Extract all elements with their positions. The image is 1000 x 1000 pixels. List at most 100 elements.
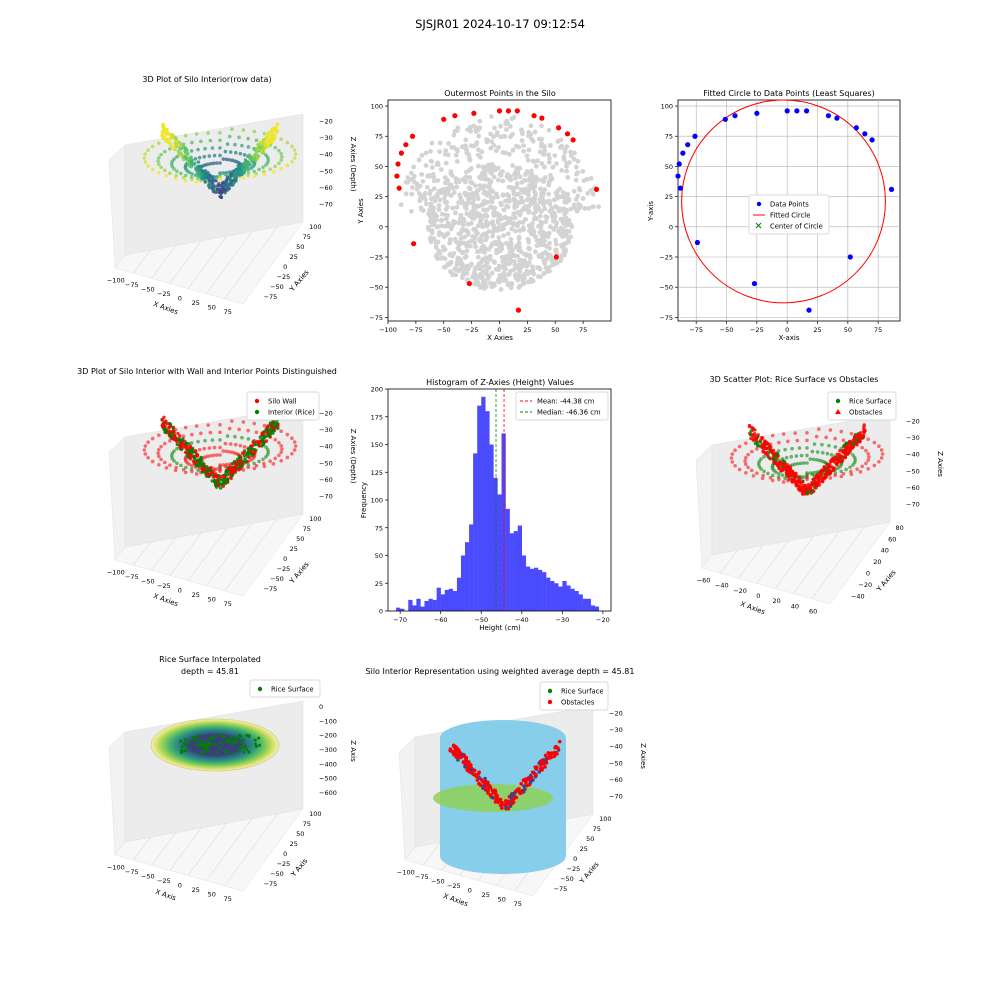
left-pane — [695, 444, 713, 569]
data-point — [558, 207, 564, 213]
data-point — [488, 145, 494, 151]
floor-gridline — [169, 827, 202, 871]
data-point — [475, 282, 480, 287]
surface-point — [179, 171, 183, 176]
data-point — [511, 115, 517, 120]
z-tick-label: −30 — [906, 434, 920, 442]
x-tick-label: 50 — [208, 595, 216, 603]
surface-point — [212, 445, 217, 450]
core-point — [174, 438, 179, 443]
data-point — [500, 259, 506, 265]
core-point — [187, 164, 192, 168]
data-point — [461, 144, 467, 150]
data-point — [488, 204, 494, 210]
core-point — [272, 137, 276, 142]
z-tick-label: −30 — [609, 726, 623, 734]
surface-point — [218, 177, 222, 181]
data-point — [427, 191, 433, 197]
core-point — [211, 189, 216, 194]
data-point — [464, 271, 470, 276]
y-tick-label: −75 — [264, 585, 278, 593]
data-point — [462, 234, 468, 240]
data-point — [424, 184, 430, 190]
data-point — [495, 165, 501, 171]
data-point — [547, 240, 552, 246]
data-point — [501, 207, 507, 213]
surface-point — [175, 461, 179, 466]
data-point — [534, 243, 540, 249]
obstacle-point — [503, 802, 508, 807]
surface-point — [271, 462, 276, 466]
y-tick-label: 60 — [888, 535, 896, 543]
data-point — [417, 183, 423, 189]
y-tick-label: −50 — [369, 284, 383, 292]
data-point — [582, 205, 588, 211]
surface-point — [150, 436, 155, 441]
data-point — [539, 190, 545, 196]
rice-point — [208, 741, 212, 745]
surface-point — [197, 447, 202, 452]
core-point — [197, 170, 201, 175]
data-point — [562, 191, 567, 197]
rice-point — [196, 734, 200, 738]
surface-point — [142, 156, 147, 160]
obstacle-point — [530, 770, 535, 775]
surface-point — [212, 153, 217, 158]
data-point — [522, 275, 527, 281]
y-tick-label: −25 — [369, 253, 383, 261]
histogram-bar — [444, 589, 450, 611]
data-point — [519, 138, 525, 144]
core-point — [221, 480, 226, 485]
core-point — [219, 195, 224, 200]
y-axis-label: Y Axies — [875, 568, 898, 594]
data-point — [596, 204, 601, 210]
data-point — [420, 207, 426, 213]
surface-point — [168, 171, 172, 175]
floor-gridline — [151, 245, 177, 279]
outer-point — [398, 150, 404, 156]
surface-point — [246, 136, 250, 141]
core-point — [275, 122, 280, 126]
data-point — [515, 253, 520, 259]
surface-point — [227, 134, 232, 139]
data-point — [442, 175, 448, 180]
core-point — [816, 479, 820, 483]
x-tick-label: −25 — [447, 882, 461, 890]
core-point — [799, 488, 803, 492]
data-point — [533, 234, 539, 240]
surface-point — [233, 434, 237, 439]
data-point — [454, 159, 460, 164]
obstacle-point — [456, 758, 460, 762]
surface-point — [805, 446, 809, 450]
core-point — [825, 462, 830, 467]
outer-point — [395, 161, 401, 167]
data-point — [511, 186, 517, 191]
data-point — [499, 202, 504, 208]
surface-point — [196, 147, 200, 152]
z-tick-label: −30 — [319, 134, 333, 142]
obstacle-point — [463, 764, 467, 769]
rice-point — [245, 748, 249, 752]
data-point — [564, 168, 570, 174]
data-point — [553, 241, 559, 247]
y-tick-label: 25 — [290, 253, 298, 261]
core-point — [187, 157, 191, 161]
z-tick-label: −70 — [319, 493, 333, 501]
data-point — [477, 249, 483, 254]
surface-point — [190, 463, 194, 468]
data-point — [542, 164, 547, 170]
data-point — [433, 244, 439, 250]
z-tick-label: −200 — [319, 732, 337, 740]
obstacle-point — [475, 778, 480, 782]
y-tick-label: 100 — [309, 810, 321, 818]
core-point — [758, 440, 762, 444]
surface-point — [781, 480, 786, 484]
data-point — [573, 177, 579, 183]
x-tick-label: −50 — [141, 577, 155, 585]
core-point — [774, 454, 778, 459]
obstacle-point — [453, 749, 458, 754]
data-point — [528, 276, 534, 282]
data-point — [754, 110, 760, 116]
data-point — [510, 163, 515, 168]
data-point — [491, 259, 497, 265]
